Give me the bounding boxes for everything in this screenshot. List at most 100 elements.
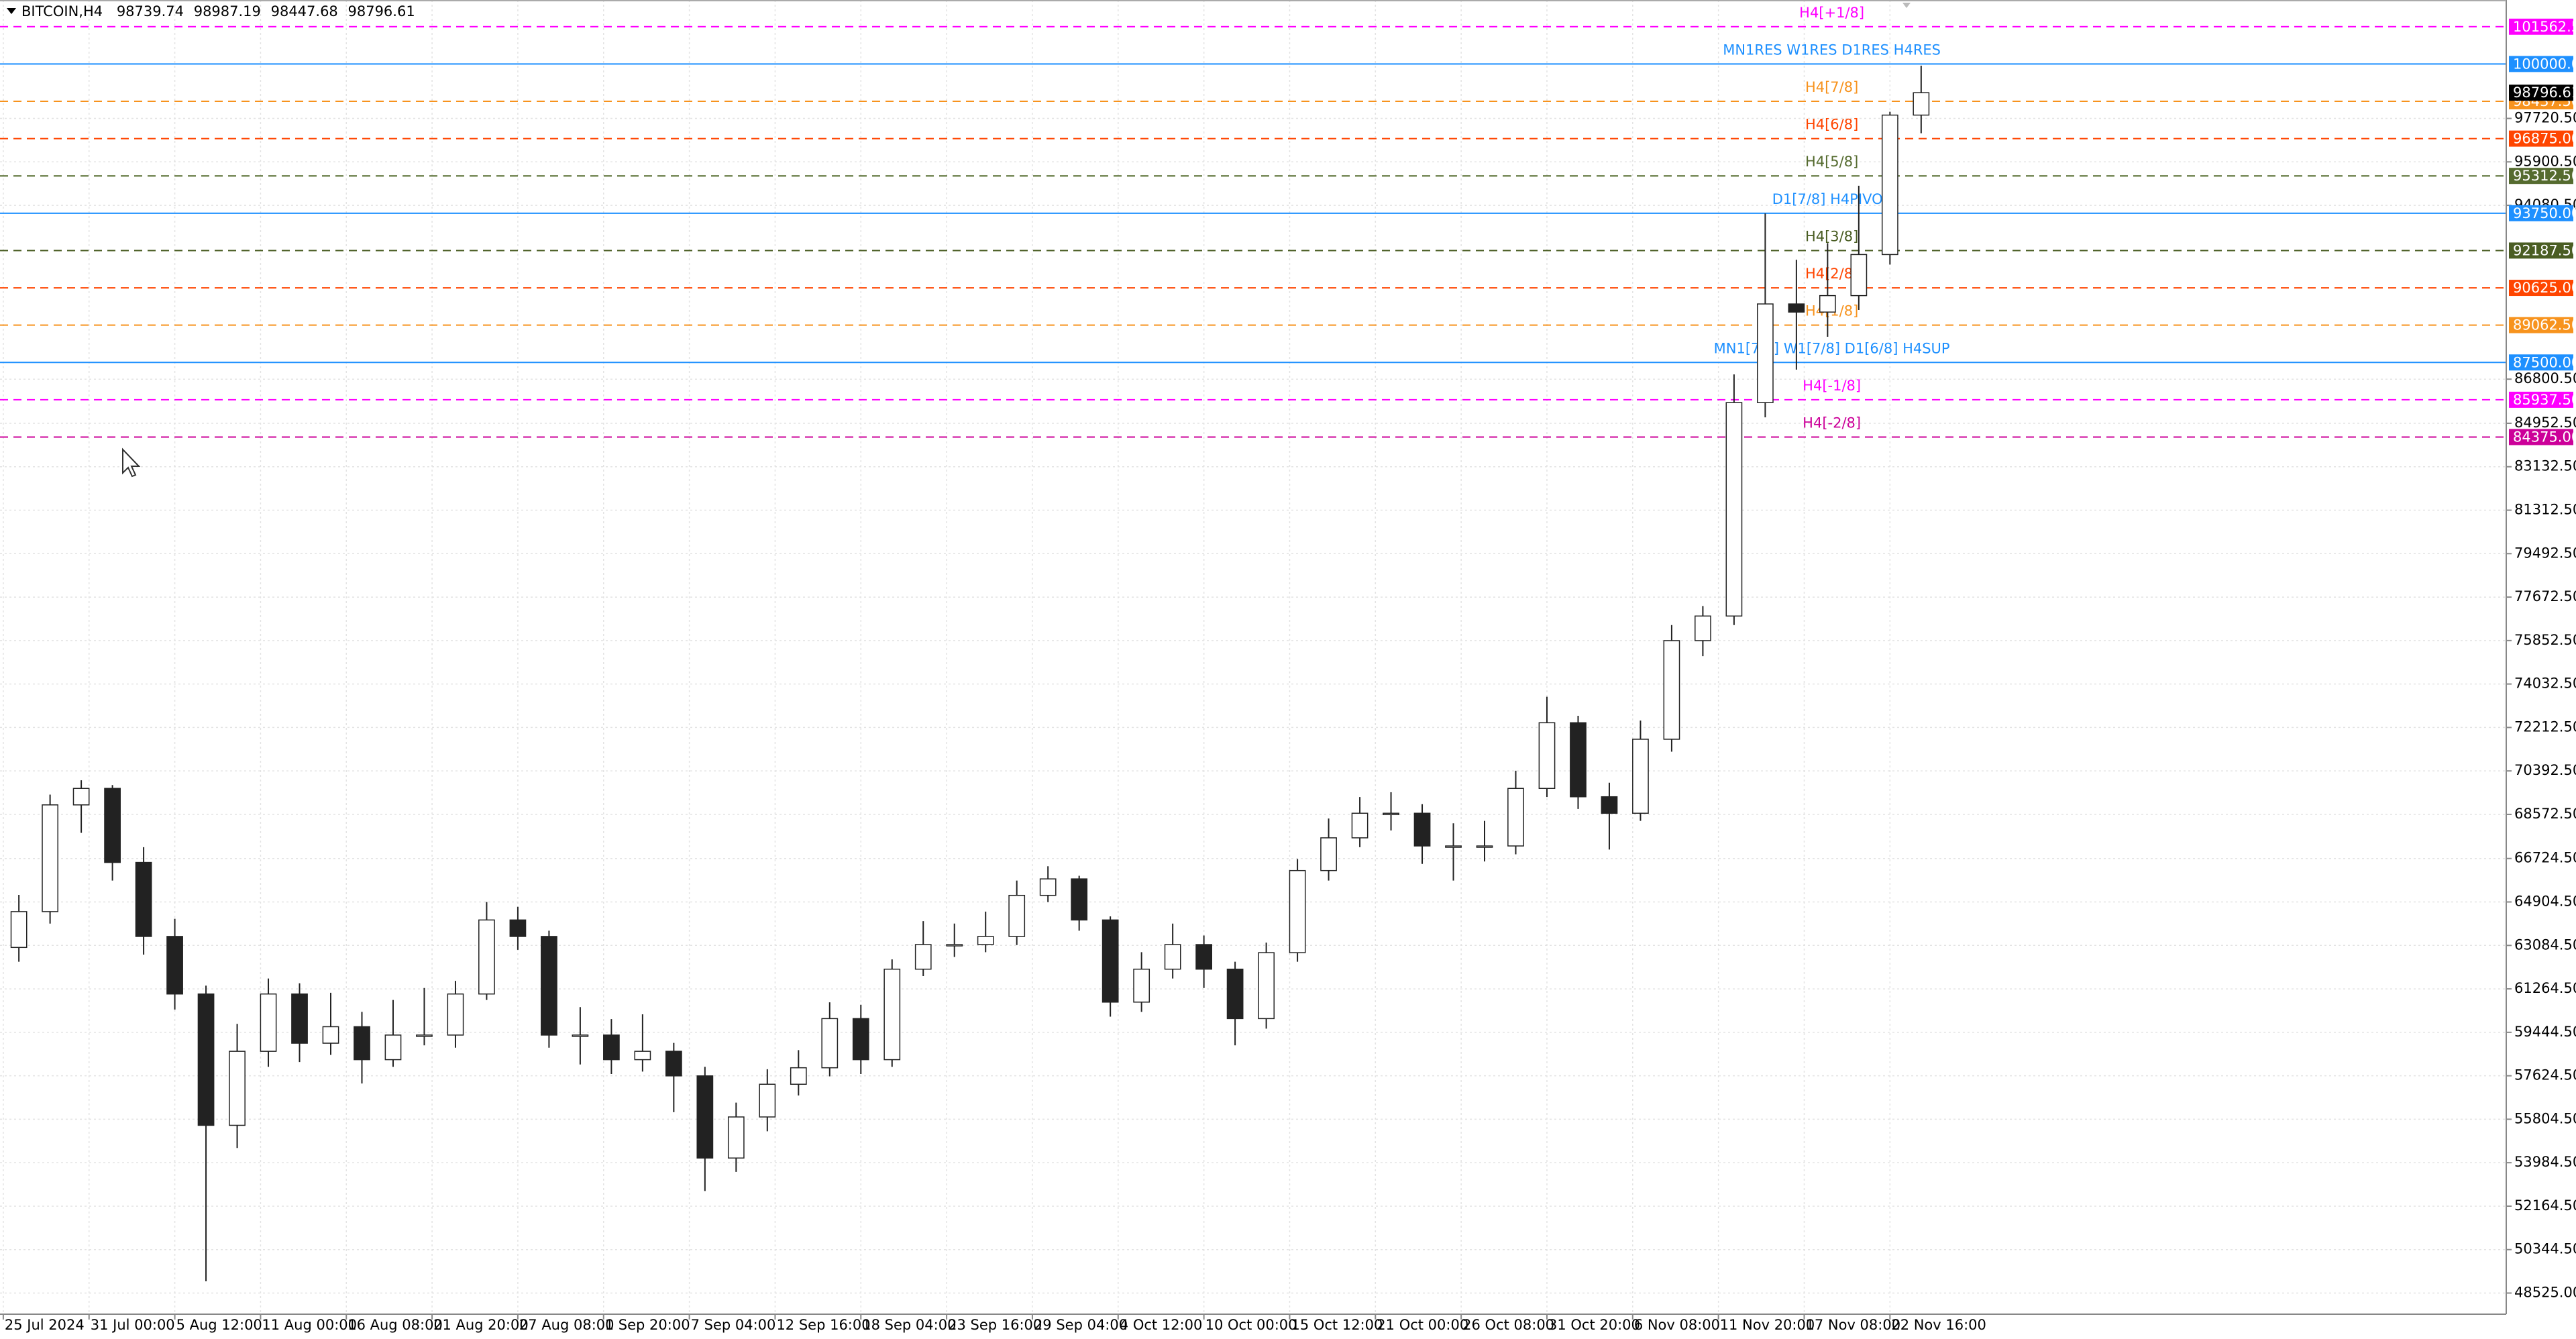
level-tag: [2509, 56, 2573, 72]
x-tick-label: 29 Sep 04:00: [1034, 1317, 1128, 1333]
chart-header: BITCOIN,H4 98739.74 98987.19 98447.68 98…: [21, 3, 415, 19]
y-tick-label: 72212.50: [2514, 718, 2576, 735]
last-price-tag: [2509, 85, 2573, 101]
candle-body: [1258, 952, 1275, 1020]
candle-body: [166, 936, 183, 995]
candle-body: [291, 993, 308, 1044]
level-tag: [2509, 205, 2573, 221]
candle-body: [1226, 968, 1244, 1020]
level-tag-label: 84375.00: [2513, 429, 2576, 445]
level-tag-label: 95312.50: [2513, 168, 2576, 184]
x-tick-label: 4 Oct 12:00: [1120, 1317, 1203, 1333]
x-tick-label: 18 Sep 04:00: [862, 1317, 956, 1333]
x-tick-label: 7 Sep 04:00: [691, 1317, 776, 1333]
candle-body: [42, 804, 58, 912]
y-tick-label: 75852.50: [2514, 632, 2576, 648]
x-tick-label: 17 Nov 08:00: [1805, 1317, 1900, 1333]
candle-body: [572, 1034, 589, 1037]
candle-body: [852, 1018, 869, 1061]
y-tick-label: 86800.50: [2514, 370, 2576, 386]
menu-triangle: [7, 8, 16, 14]
x-tick-label: 5 Aug 12:00: [176, 1317, 262, 1333]
candle-body: [821, 1018, 839, 1069]
candle-body: [322, 1026, 339, 1044]
level-tag-label: 89062.50: [2513, 317, 2576, 333]
level-tag-label: 93750.00: [2513, 205, 2576, 221]
level-tag-label: 85937.50: [2513, 392, 2576, 408]
header-low: 98447.68: [271, 3, 338, 19]
candle-body: [104, 788, 121, 863]
candle-body: [384, 1034, 402, 1061]
level-label: H4[+1/8]: [1799, 5, 1864, 21]
candle-body: [1445, 845, 1462, 848]
y-tick-label: 79492.50: [2514, 545, 2576, 561]
symbol: BITCOIN,H4: [21, 3, 103, 19]
y-tick-label: 83132.50: [2514, 458, 2576, 474]
candle-body: [1133, 968, 1150, 1003]
candle-body: [1757, 303, 1774, 403]
level-label: H4[-2/8]: [1803, 415, 1861, 431]
candle-body: [759, 1083, 776, 1118]
candle-body: [478, 919, 495, 995]
level-tag-label: 87500.00: [2513, 354, 2576, 370]
candle-body: [1695, 615, 1711, 641]
y-tick-label: 77672.50: [2514, 588, 2576, 604]
y-tick-label: 68572.50: [2514, 806, 2576, 822]
y-tick-label: 50344.50: [2514, 1241, 2576, 1257]
level-label: H4[-1/8]: [1803, 378, 1861, 394]
candle-body: [1725, 402, 1743, 617]
header-open: 98739.74: [117, 3, 184, 19]
candle-body: [1663, 640, 1680, 740]
candle-body: [1507, 788, 1524, 847]
y-tick-label: 64904.50: [2514, 894, 2576, 910]
level-tag-label: 96875.00: [2513, 131, 2576, 147]
candle-body: [603, 1034, 620, 1061]
y-tick-label: 97720.50: [2514, 110, 2576, 126]
candle-body: [10, 911, 28, 949]
level-label: H4[5/8]: [1805, 154, 1858, 170]
y-tick-label: 52164.50: [2514, 1197, 2576, 1214]
candle-body: [696, 1075, 714, 1159]
level-label: H4[3/8]: [1805, 228, 1858, 244]
candle-body: [447, 993, 464, 1036]
candle-body: [260, 993, 277, 1052]
x-tick-label: 15 Oct 12:00: [1291, 1317, 1383, 1333]
y-tick-label: 66724.50: [2514, 850, 2576, 866]
level-label: MN1RES W1RES D1RES H4RES: [1723, 42, 1941, 58]
level-label: H4[6/8]: [1805, 117, 1858, 133]
level-label: D1[7/8] H4PIVOT: [1772, 191, 1892, 207]
candle-body: [1819, 294, 1836, 313]
x-tick-label: 1 Sep 20:00: [605, 1317, 690, 1333]
candle-body: [1320, 837, 1337, 871]
candle-body: [1913, 92, 1930, 116]
candle-body: [1632, 739, 1649, 814]
y-tick-label: 55804.50: [2514, 1110, 2576, 1126]
candle-body: [946, 944, 963, 947]
x-tick-label: 27 Aug 08:00: [519, 1317, 614, 1333]
shift-marker: [1902, 3, 1911, 8]
x-tick-label: 16 Aug 08:00: [347, 1317, 443, 1333]
candle-body: [509, 919, 527, 937]
x-tick-label: 21 Oct 00:00: [1377, 1317, 1468, 1333]
candle-body: [1102, 919, 1119, 1003]
axis-labels: 48525.00 50344.50 52164.50 53984.50 55804.50…: [2, 18, 2576, 1333]
level-tag: [2509, 391, 2573, 408]
candle-body: [883, 968, 901, 1061]
header-close: 98796.61: [347, 3, 415, 19]
y-tick-label: 63084.50: [2514, 936, 2576, 953]
y-tick-label: 57624.50: [2514, 1067, 2576, 1083]
candle-body: [72, 788, 90, 806]
candle-body: [1413, 812, 1431, 847]
x-tick-label: 26 Oct 08:00: [1462, 1317, 1554, 1333]
candle-body: [1351, 812, 1368, 839]
candles: [10, 65, 1930, 1282]
candle-body: [1071, 878, 1088, 921]
level-tag: [2509, 317, 2573, 333]
level-label: H4[2/8]: [1805, 266, 1858, 282]
candle-body: [1008, 894, 1026, 937]
x-tick-label: 6 Nov 08:00: [1634, 1317, 1720, 1333]
y-tick-label: 70392.50: [2514, 762, 2576, 778]
level-tag: [2509, 18, 2573, 35]
